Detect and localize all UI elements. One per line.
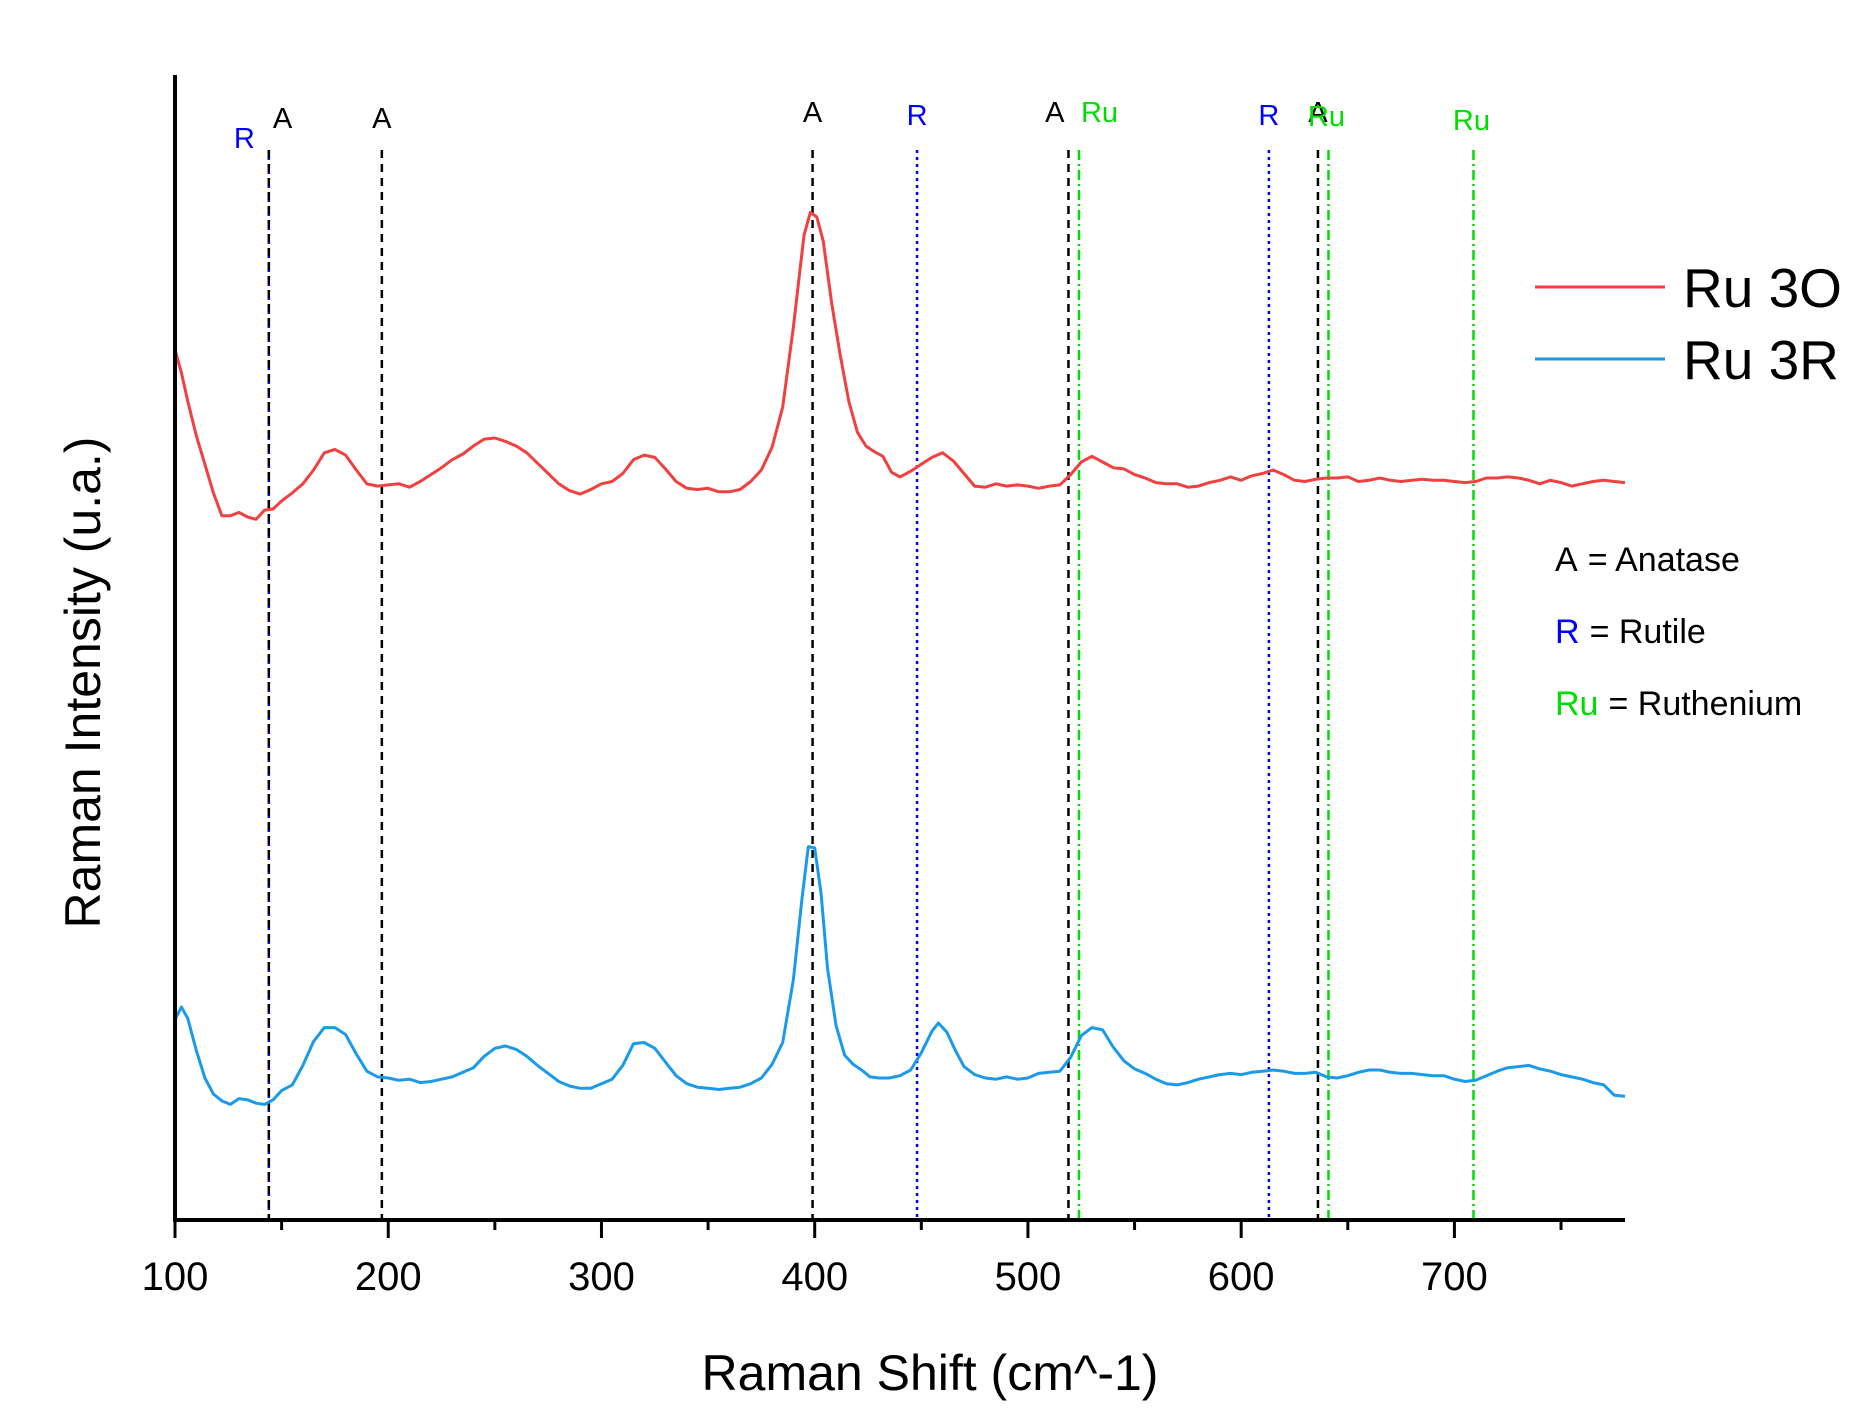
x-tick-label: 600 bbox=[1208, 1255, 1275, 1299]
x-tick-label: 700 bbox=[1421, 1255, 1488, 1299]
legend: Ru 3O Ru 3R bbox=[1535, 257, 1842, 391]
phase-key-entry: A = Anatase bbox=[1555, 541, 1740, 579]
peak-label-ruthenium: Ru bbox=[1081, 97, 1118, 129]
peak-label-ruthenium: Ru bbox=[1453, 105, 1490, 137]
x-axis-title: Raman Shift (cm^-1) bbox=[702, 1345, 1159, 1401]
legend-label: Ru 3R bbox=[1683, 329, 1839, 391]
x-tick-label: 400 bbox=[781, 1255, 848, 1299]
phase-key-text: = Anatase bbox=[1588, 541, 1740, 579]
peak-label-anatase: A bbox=[372, 103, 392, 135]
axes bbox=[173, 75, 1625, 1222]
peak-label-anatase: A bbox=[273, 103, 293, 135]
peak-label-rutile: R bbox=[1258, 100, 1279, 132]
peak-label-anatase: A bbox=[1308, 97, 1328, 129]
phase-key-symbol: R bbox=[1555, 613, 1580, 651]
x-tick-label: 200 bbox=[355, 1255, 422, 1299]
phase-key-entry: Ru = Ruthenium bbox=[1555, 685, 1802, 723]
phase-key-text: = Ruthenium bbox=[1608, 685, 1802, 723]
phase-key-entry: R = Rutile bbox=[1555, 613, 1706, 651]
x-tick-label: 100 bbox=[142, 1255, 209, 1299]
phase-key-text: = Rutile bbox=[1590, 613, 1706, 651]
series-line-2 bbox=[173, 845, 1626, 1106]
series-line-1 bbox=[173, 210, 1626, 521]
series-lines bbox=[173, 210, 1626, 1106]
peak-label-anatase: A bbox=[1045, 97, 1065, 129]
phase-key-symbol: A bbox=[1555, 541, 1578, 579]
peak-label-anatase: A bbox=[803, 97, 823, 129]
phase-key-symbol: Ru bbox=[1555, 685, 1598, 723]
y-axis-title: Raman Intensity (u.a.) bbox=[55, 437, 111, 929]
x-tick-label: 500 bbox=[995, 1255, 1062, 1299]
x-ticks: 100 200 300 400 500 600 700 bbox=[142, 1220, 1563, 1299]
x-tick-label: 300 bbox=[568, 1255, 635, 1299]
reference-lines: RA A A R A Ru R ARu Ru bbox=[234, 97, 1490, 1220]
peak-label-rutile: R bbox=[234, 123, 255, 155]
peak-label-rutile: R bbox=[907, 100, 928, 132]
peak-label-ruthenium: Ru bbox=[1308, 101, 1345, 133]
legend-label: Ru 3O bbox=[1683, 257, 1842, 319]
